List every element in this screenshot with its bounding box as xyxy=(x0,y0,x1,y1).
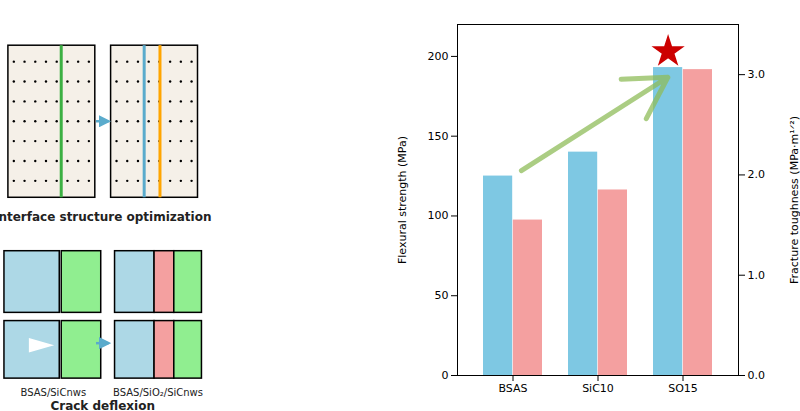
svg-text:SiC10: SiC10 xyxy=(582,382,614,395)
svg-text:BSAS/SiO₂/SiCnws: BSAS/SiO₂/SiCnws xyxy=(113,387,203,398)
svg-text:2.0: 2.0 xyxy=(748,168,766,181)
svg-text:150: 150 xyxy=(428,130,449,143)
svg-text:0: 0 xyxy=(442,369,449,382)
svg-text:3.0: 3.0 xyxy=(748,68,766,81)
svg-text:BSAS: BSAS xyxy=(498,382,527,395)
svg-text:1.0: 1.0 xyxy=(748,269,766,282)
svg-text:0.0: 0.0 xyxy=(748,369,766,382)
svg-text:SO15: SO15 xyxy=(668,382,698,395)
svg-text:Crack deflexion: Crack deflexion xyxy=(50,399,155,411)
svg-text:Interface structure optimizati: Interface structure optimization xyxy=(0,210,211,224)
svg-text:100: 100 xyxy=(428,209,449,222)
svg-text:Fracture toughness (MPa·m¹ᐟ²): Fracture toughness (MPa·m¹ᐟ²) xyxy=(788,116,800,284)
svg-text:Flexural strength (MPa): Flexural strength (MPa) xyxy=(396,136,409,264)
svg-text:200: 200 xyxy=(428,50,449,63)
svg-text:50: 50 xyxy=(435,289,449,302)
svg-text:BSAS/SiCnws: BSAS/SiCnws xyxy=(21,387,87,398)
